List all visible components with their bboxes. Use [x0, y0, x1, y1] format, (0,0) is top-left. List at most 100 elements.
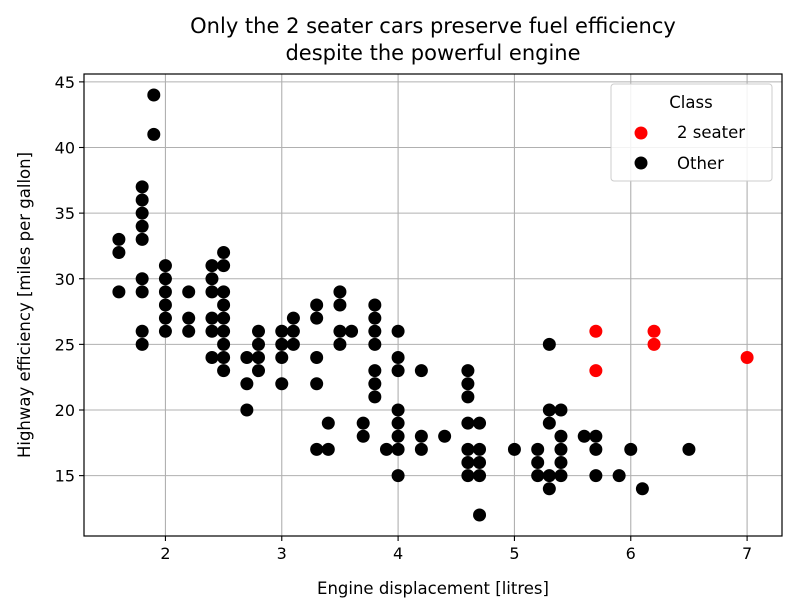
- data-point-other: [158, 285, 172, 299]
- data-point-other: [182, 324, 196, 338]
- data-point-other: [275, 337, 289, 351]
- data-point-other: [368, 377, 382, 391]
- data-point-other: [217, 324, 231, 338]
- data-point-other: [205, 311, 219, 325]
- chart-title-line1: Only the 2 seater cars preserve fuel eff…: [190, 14, 676, 38]
- data-point-other: [147, 88, 161, 102]
- data-point-other: [542, 469, 556, 483]
- data-point-other: [391, 403, 405, 417]
- data-point-other: [147, 127, 161, 141]
- data-point-other: [333, 337, 347, 351]
- x-tick-label: 3: [277, 544, 287, 563]
- data-point-other: [356, 416, 370, 430]
- data-point-other: [240, 377, 254, 391]
- data-point-other: [333, 324, 347, 338]
- data-point-other: [135, 193, 149, 207]
- data-point-other: [205, 351, 219, 364]
- data-point-other: [240, 351, 254, 364]
- data-point-other: [333, 298, 347, 312]
- data-point-other: [554, 442, 568, 456]
- x-tick-label: 7: [742, 544, 752, 563]
- legend-marker-2-seater: [634, 126, 648, 140]
- legend-box: [610, 83, 773, 182]
- data-point-other: [158, 311, 172, 325]
- data-point-other: [158, 259, 172, 273]
- data-point-other: [275, 377, 289, 391]
- data-point-other: [414, 364, 428, 378]
- data-point-other: [321, 442, 335, 456]
- data-point-2-seater: [740, 351, 754, 364]
- y-axis-label: Highway efficiency [miles per gallon]: [15, 152, 34, 458]
- data-point-other: [158, 324, 172, 338]
- x-tick-label: 4: [393, 544, 403, 563]
- data-point-other: [589, 429, 603, 443]
- data-point-other: [473, 416, 487, 430]
- data-point-other: [438, 429, 452, 443]
- data-point-2-seater: [589, 364, 603, 378]
- data-point-other: [275, 351, 289, 364]
- data-point-other: [531, 469, 545, 483]
- data-point-2-seater: [647, 324, 661, 338]
- data-point-other: [461, 377, 475, 391]
- data-point-other: [461, 416, 475, 430]
- data-point-other: [507, 442, 521, 456]
- data-point-other: [252, 351, 265, 364]
- data-point-other: [286, 337, 300, 351]
- data-point-other: [217, 298, 231, 312]
- data-point-other: [205, 285, 219, 299]
- chart-title-line2: despite the powerful engine: [285, 41, 580, 65]
- data-point-other: [135, 219, 149, 233]
- data-point-other: [531, 456, 545, 469]
- data-point-other: [473, 456, 487, 469]
- data-point-other: [554, 403, 568, 417]
- data-point-other: [589, 469, 603, 483]
- y-tick-label: 30: [55, 270, 75, 289]
- data-point-other: [135, 337, 149, 351]
- data-point-other: [252, 324, 265, 338]
- data-point-other: [461, 364, 475, 378]
- data-point-other: [368, 324, 382, 338]
- data-point-other: [577, 429, 591, 443]
- data-point-other: [473, 469, 487, 483]
- data-point-other: [391, 429, 405, 443]
- data-point-other: [473, 508, 487, 522]
- legend-title: Class: [669, 93, 712, 112]
- data-point-other: [368, 390, 382, 404]
- data-point-other: [554, 456, 568, 469]
- y-tick-label: 45: [55, 73, 75, 92]
- data-point-other: [542, 337, 556, 351]
- data-point-other: [461, 469, 475, 483]
- data-point-other: [391, 469, 405, 483]
- data-point-other: [135, 272, 149, 286]
- data-point-other: [158, 272, 172, 286]
- data-point-other: [391, 324, 405, 338]
- data-point-other: [217, 285, 231, 299]
- data-point-other: [612, 469, 626, 483]
- y-axis-ticks: 15 20 25 30 35 40 45: [55, 73, 84, 486]
- data-point-other: [182, 311, 196, 325]
- legend: Class 2 seater Other: [610, 83, 773, 182]
- x-axis-ticks: 2 3 4 5 6 7: [160, 536, 752, 563]
- data-point-other: [205, 272, 219, 286]
- data-point-other: [368, 311, 382, 325]
- data-point-2-seater: [589, 324, 603, 338]
- data-point-other: [310, 311, 324, 325]
- data-point-other: [112, 232, 126, 246]
- data-point-other: [356, 429, 370, 443]
- data-point-other: [461, 390, 475, 404]
- data-point-other: [310, 377, 324, 391]
- y-tick-label: 35: [55, 204, 75, 223]
- data-point-other: [414, 429, 428, 443]
- x-tick-label: 2: [160, 544, 170, 563]
- y-tick-label: 40: [55, 139, 75, 158]
- data-point-other: [414, 442, 428, 456]
- data-point-other: [217, 259, 231, 273]
- data-point-other: [589, 442, 603, 456]
- data-point-other: [682, 442, 696, 456]
- data-point-other: [473, 442, 487, 456]
- x-axis-label: Engine displacement [litres]: [317, 579, 549, 598]
- data-point-other: [391, 416, 405, 430]
- data-point-other: [252, 364, 265, 378]
- data-point-other: [379, 442, 393, 456]
